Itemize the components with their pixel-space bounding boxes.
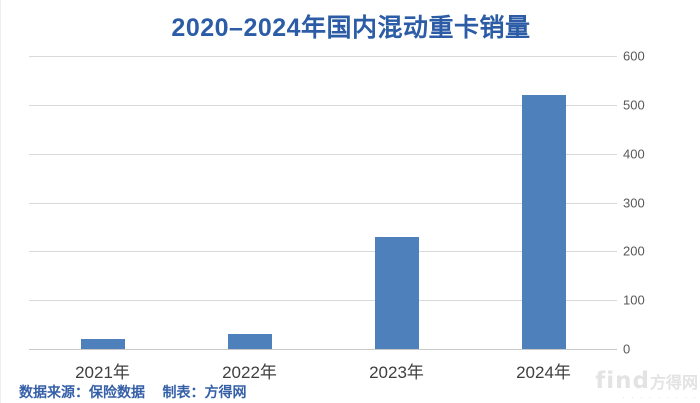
bar-2021年 (80, 339, 125, 349)
y-tick-label-300: 300 (623, 195, 645, 210)
y-tick-label-0: 0 (623, 341, 631, 357)
bar-2023年 (374, 236, 419, 349)
y-tick-label-200: 200 (623, 243, 645, 259)
x-axis-label-2022年: 2022年 (222, 363, 277, 382)
bar-2024年 (521, 95, 566, 349)
data-source-label: 数据来源：保险数据 (19, 386, 145, 401)
gridline-400 (29, 153, 617, 155)
x-axis-label-2023年: 2023年 (369, 363, 424, 382)
watermark-find-text: find (595, 368, 650, 394)
y-tick-label-600: 600 (623, 48, 645, 64)
gridline-200 (29, 251, 617, 253)
x-axis-label-2024年: 2024年 (516, 363, 571, 382)
footer: 数据来源：保险数据 制表：方得网 (19, 382, 261, 402)
x-axis-label-2021年: 2021年 (75, 363, 130, 382)
watermark: find方得网 · · · · · · · · · (595, 370, 698, 402)
y-tick-label-100: 100 (623, 292, 645, 308)
chart-title: 2020–2024年国内混动重卡销量 (171, 14, 531, 42)
y-axis: 0 100 200 300 400 500 600 (623, 49, 683, 357)
gridline-300 (29, 202, 617, 204)
y-tick-label-500: 500 (623, 97, 645, 113)
bar-2022年 (227, 334, 272, 349)
watermark-site-name: 方得网 (649, 375, 698, 392)
y-tick-label-400: 400 (623, 146, 645, 162)
credit-label: 制表：方得网 (162, 386, 247, 401)
watermark-dots: · · · · · · · · · (622, 393, 698, 402)
watermark-logo: find方得网 (595, 370, 698, 393)
x-axis: 2021年 2022年 2023年 2024年 (29, 356, 617, 382)
gridline-100 (29, 300, 617, 302)
x-axis-line (29, 349, 617, 350)
gridline-600 (29, 56, 617, 57)
plot-area (29, 56, 617, 350)
gridline-500 (29, 104, 617, 106)
